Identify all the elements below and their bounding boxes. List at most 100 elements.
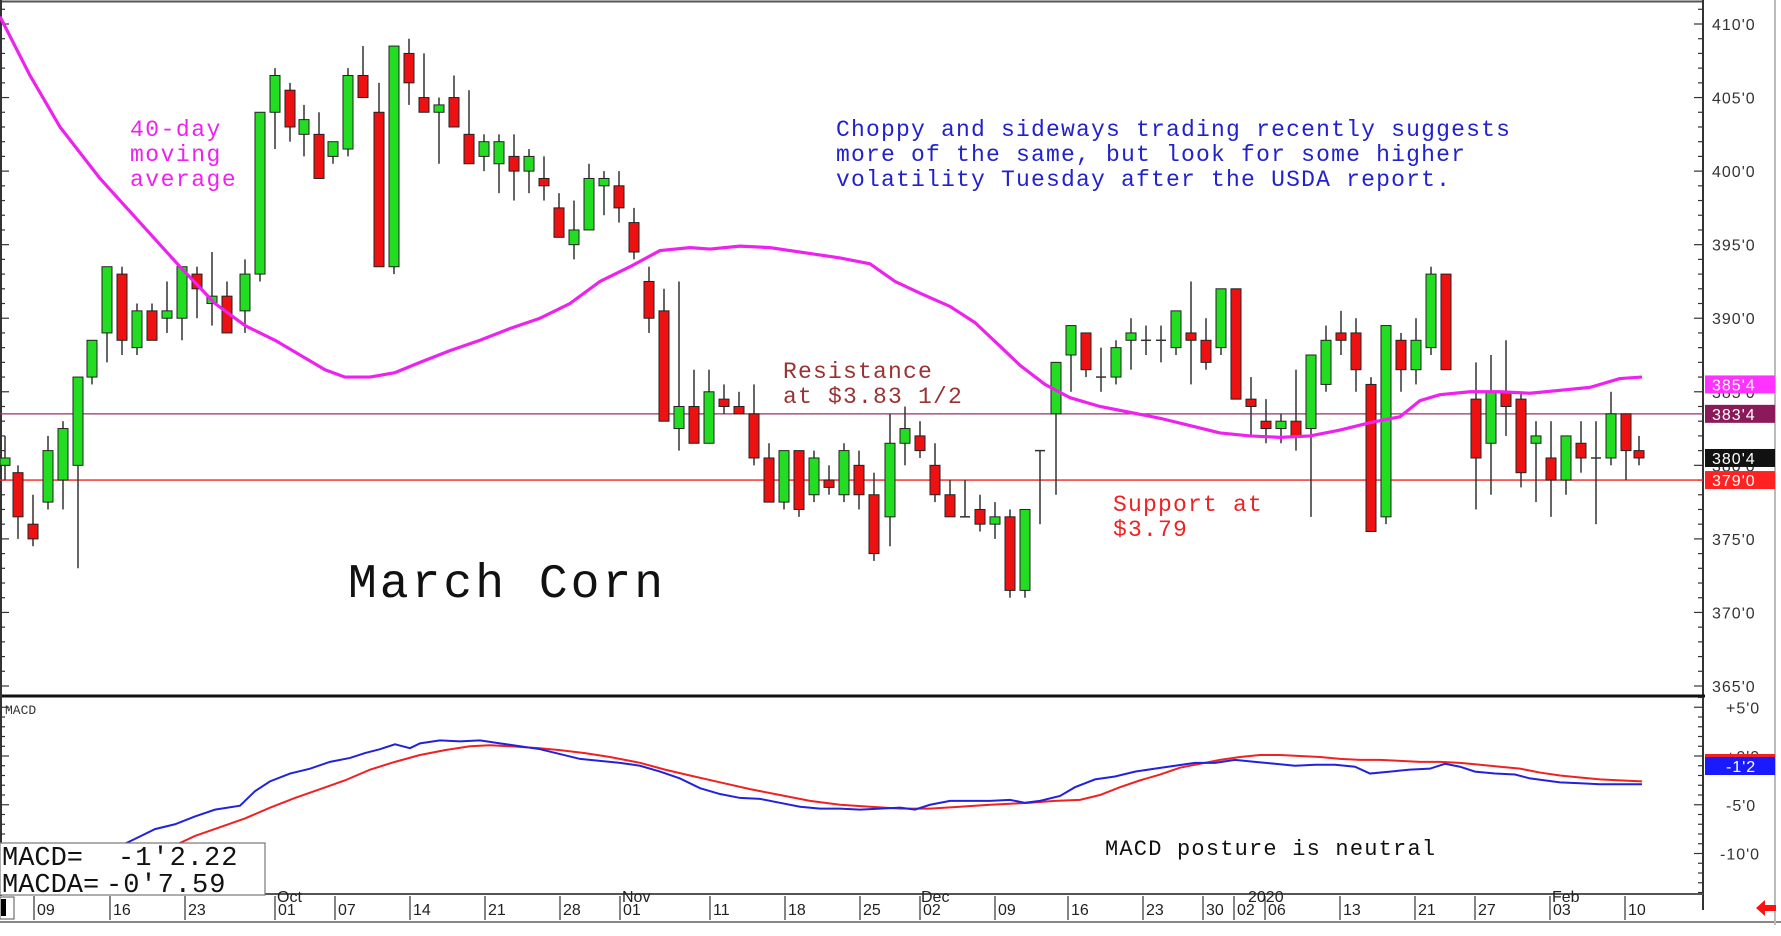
moving-average-label: 40-day moving average — [130, 117, 237, 193]
candlestick — [688, 369, 700, 444]
price-axis-label: 410'0 — [1712, 17, 1756, 34]
moving-average-marker: 385'4 — [1705, 375, 1775, 394]
candlestick — [1575, 421, 1587, 473]
date-label: 23 — [1146, 902, 1164, 919]
candlestick — [1215, 288, 1227, 355]
month-label: Feb — [1552, 889, 1580, 906]
date-label: 23 — [188, 902, 206, 919]
candlestick — [1545, 421, 1557, 517]
candlestick — [269, 68, 281, 150]
candlestick — [884, 413, 896, 547]
price-axis-label: 370'0 — [1712, 605, 1756, 622]
candlestick — [613, 171, 625, 223]
candlestick — [57, 421, 69, 510]
macda-readout-value: -0'7.59 — [106, 871, 226, 901]
macd-axis-label: +5'0 — [1726, 700, 1760, 717]
macd-line — [101, 739, 1642, 860]
text-line: 40-day — [130, 117, 222, 143]
candlestick — [718, 384, 730, 414]
candlestick — [1365, 377, 1377, 533]
month-label: Dec — [921, 889, 949, 906]
candlestick — [1380, 325, 1392, 525]
price-axis-label: 365'0 — [1712, 679, 1756, 696]
candlestick — [929, 443, 941, 503]
last-price-marker: 380'4 — [1705, 448, 1775, 468]
candlestick — [0, 435, 11, 481]
candlestick — [703, 369, 715, 444]
macd-readout-value: -1'2.22 — [118, 844, 238, 874]
text-line: Resistance — [783, 359, 933, 385]
date-label: 11 — [713, 902, 730, 919]
resistance-label: Resistance at $3.83 1/2 — [783, 359, 963, 410]
candlestick — [1019, 508, 1031, 598]
candlestick — [357, 46, 369, 99]
date-label: 27 — [1478, 902, 1496, 919]
candlestick — [793, 450, 805, 517]
date-label: 10 — [1628, 902, 1646, 919]
date-label: 30 — [1206, 902, 1224, 919]
readout-frame — [0, 842, 266, 896]
candlestick — [523, 149, 535, 194]
candlestick — [239, 259, 251, 333]
month-label: Oct — [277, 889, 302, 906]
candlestick — [748, 384, 760, 466]
candlestick — [342, 68, 354, 157]
date-label: 25 — [863, 902, 881, 919]
candlestick — [448, 75, 460, 128]
date-label: 09 — [37, 902, 55, 919]
date-label: 16 — [1071, 902, 1089, 919]
candlestick — [989, 502, 1001, 539]
resistance-marker: 383'4 — [1705, 404, 1775, 424]
candlestick — [116, 266, 128, 355]
candlestick — [1080, 332, 1092, 378]
candlestick — [1110, 340, 1122, 385]
candlestick — [1395, 332, 1407, 392]
macd-readout-box: MACD= -1'2.22 MACDA= -0'7.59 — [0, 842, 266, 901]
price-markers: 385'4 383'4 380'4 379'0 — [1705, 375, 1775, 490]
candlestick — [899, 406, 911, 466]
candlestick — [673, 281, 685, 451]
date-label: 01 — [623, 902, 641, 919]
candlestick — [853, 450, 865, 510]
commentary-annotation: Choppy and sideways trading recently sug… — [836, 117, 1511, 193]
candlestick — [1141, 325, 1151, 355]
date-label: 14 — [413, 902, 431, 919]
candlestick — [254, 111, 266, 282]
month-label: 2020 — [1248, 889, 1284, 906]
date-label: 18 — [788, 902, 806, 919]
candlestick — [808, 450, 820, 503]
candlestick — [284, 82, 296, 142]
date-axis: 09 16 23 01 07 14 21 28 01 11 18 25 02 09 16 23 30 02 06 13… — [33, 889, 1646, 920]
date-label: 13 — [1343, 902, 1361, 919]
candlestick — [327, 141, 339, 164]
candlestick — [161, 281, 173, 333]
text-line: $3.79 — [1113, 517, 1188, 543]
macda-signal-line — [149, 744, 1643, 860]
date-label: 07 — [338, 902, 356, 919]
date-label: 16 — [113, 902, 131, 919]
date-label: 01 — [278, 902, 296, 919]
text-line: more of the same, but look for some high… — [836, 142, 1466, 168]
chart-title: March Corn — [348, 558, 666, 612]
price-axis-label: 390'0 — [1712, 311, 1756, 328]
candlestick — [463, 90, 475, 165]
candlestick — [1170, 310, 1182, 355]
svg-text:379'0: 379'0 — [1712, 473, 1756, 490]
date-label: 06 — [1268, 902, 1286, 919]
price-axis-label: 375'0 — [1712, 532, 1756, 549]
candlestick — [1245, 377, 1257, 436]
candlestick — [508, 134, 520, 201]
candlestick — [974, 494, 986, 532]
candlestick — [418, 53, 430, 113]
svg-text:-1'2: -1'2 — [1726, 759, 1756, 776]
scroll-left-arrow-icon[interactable] — [1756, 900, 1776, 916]
candlestick — [146, 303, 158, 341]
candlestick — [493, 134, 505, 194]
candlestick — [1605, 391, 1617, 466]
candlestick — [944, 480, 956, 518]
candlestick — [403, 38, 415, 105]
date-label: 21 — [1418, 902, 1436, 919]
support-marker: 379'0 — [1705, 471, 1775, 490]
candlestick — [1200, 318, 1212, 370]
